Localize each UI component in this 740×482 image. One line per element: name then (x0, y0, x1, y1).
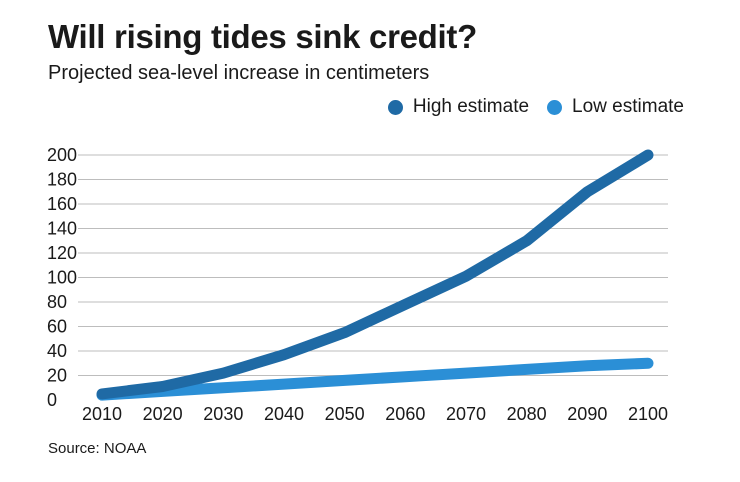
y-tick-label-60: 60 (47, 317, 67, 337)
y-tick-label-20: 20 (47, 366, 67, 386)
x-tick-label-2050: 2050 (325, 404, 365, 424)
x-tick-label-2090: 2090 (567, 404, 607, 424)
series-line-low-estimate (96, 357, 654, 401)
chart-title: Will rising tides sink credit? (48, 18, 477, 55)
y-tick-label-120: 120 (47, 243, 77, 263)
y-tick-label-180: 180 (47, 170, 77, 190)
legend: High estimate Low estimate (387, 96, 684, 118)
legend-item-low: Low estimate (547, 96, 684, 118)
x-tick-label-2070: 2070 (446, 404, 486, 424)
y-tick-label-40: 40 (47, 341, 67, 361)
chart-subtitle: Projected sea-level increase in centimet… (48, 62, 430, 84)
x-tick-label-2080: 2080 (507, 404, 547, 424)
legend-label-high: High estimate (412, 96, 530, 117)
y-tick-label-200: 200 (47, 145, 77, 165)
x-tick-label-2040: 2040 (264, 404, 304, 424)
y-tick-label-160: 160 (47, 194, 77, 214)
legend-marker-low (547, 99, 563, 115)
legend-label-low: Low estimate (572, 96, 684, 117)
gridlines (78, 154, 668, 376)
x-tick-label-2020: 2020 (143, 404, 183, 424)
y-tick-label-100: 100 (47, 268, 77, 288)
y-tick-label-0: 0 (47, 390, 57, 410)
x-tick-label-2030: 2030 (203, 404, 243, 424)
x-tick-label-2100: 2100 (628, 404, 668, 424)
legend-item-high: High estimate (387, 96, 530, 118)
y-axis-tick-labels: 0 20 40 60 80 100 120 140 160 180 200 (47, 145, 77, 410)
y-tick-label-80: 80 (47, 292, 67, 312)
legend-marker-high (387, 99, 403, 115)
source-note: Source: NOAA (48, 440, 147, 457)
series-line-high-estimate (96, 149, 654, 400)
x-tick-label-2010: 2010 (82, 404, 122, 424)
x-axis-tick-labels: 2010 2020 2030 2040 2050 2060 2070 2080 2090 2100 (82, 404, 668, 424)
y-tick-label-140: 140 (47, 219, 77, 239)
x-tick-label-2060: 2060 (385, 404, 425, 424)
series-lines (96, 149, 654, 401)
